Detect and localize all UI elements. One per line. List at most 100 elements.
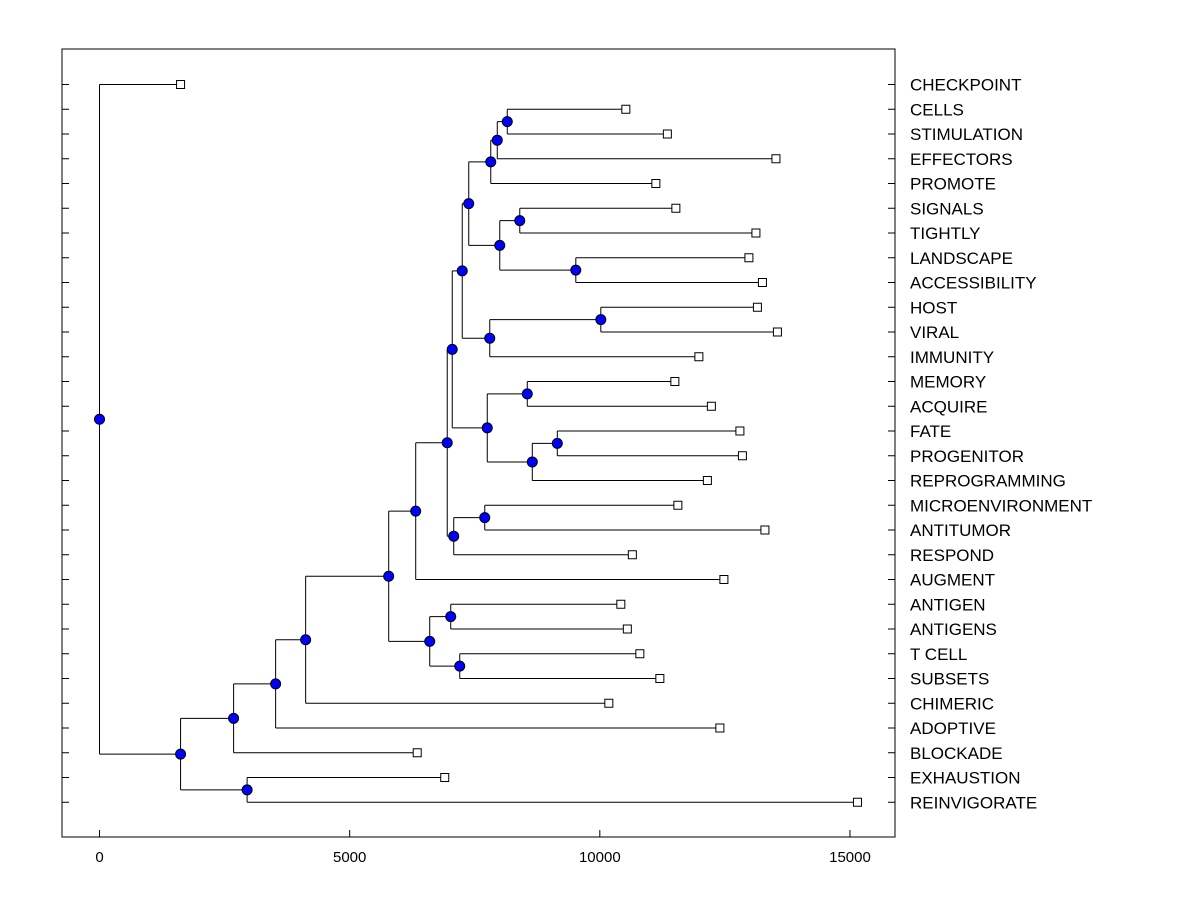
leaf-label: EXHAUSTION [910,769,1021,788]
leaf-marker [616,599,626,609]
internal-node [494,239,506,251]
leaf-marker [673,500,683,510]
leaf-label: AUGMENT [910,571,995,590]
leaf-label: MICROENVIRONMENT [910,496,1092,515]
internal-node [501,116,513,128]
leaf-marker [702,476,712,485]
leaf-marker [757,278,767,287]
internal-node [445,611,457,623]
leaf-labels: CHECKPOINT CELLS STIMULATION EFFECTORS PROMO… [910,76,1092,813]
leaf-marker [706,401,716,411]
internal-node [551,437,563,449]
leaf-marker [671,203,681,213]
internal-node [479,512,491,524]
leaf-marker [176,80,186,89]
leaf-marker [621,104,631,114]
leaf-marker [412,748,422,758]
leaf-label: VIRAL [910,323,959,342]
internal-node [241,784,253,796]
internal-node [410,505,422,517]
leaf-label: CELLS [910,100,964,119]
leaf-marker [662,129,672,139]
internal-node [94,413,106,425]
leaf-marker [751,228,761,238]
leaf-label: RESPOND [910,546,994,565]
leaf-label: BLOCKADE [910,744,1003,763]
leaf-label: IMMUNITY [910,348,994,367]
leaf-label: ANTITUMOR [910,521,1011,540]
internal-node [228,712,240,724]
leaf-marker [655,674,665,683]
leaf-label: REINVIGORATE [910,793,1037,812]
leaf-label: T CELL [910,645,967,664]
internal-node [514,215,526,227]
internal-node [491,134,503,146]
leaf-label: STIMULATION [910,125,1023,144]
leaf-marker [715,723,725,733]
internal-node [446,343,458,355]
leaf-marker [772,327,782,337]
leaf-label: ACCESSIBILITY [910,274,1037,293]
x-axis-ticks: 0 5000 10000 15000 [95,830,871,866]
leaf-label: ADOPTIVE [910,719,996,738]
leaf-label: SUBSETS [910,670,989,689]
internal-node [441,437,453,449]
leaf-markers [176,80,862,807]
internal-node [456,265,468,277]
leaf-marker [694,352,704,362]
leaf-label: ANTIGEN [910,595,986,614]
leaf-label: TIGHTLY [910,224,981,243]
leaf-marker [622,624,632,634]
leaf-marker [440,773,450,782]
internal-node [463,198,475,210]
leaf-label: REPROGRAMMING [910,472,1066,491]
internal-node [454,660,466,672]
internal-node [570,264,582,276]
internal-node [424,635,436,647]
leaf-marker [737,451,747,461]
internal-node [300,634,312,646]
leaf-marker [604,698,614,708]
leaf-marker [735,426,745,436]
internal-node [595,314,607,326]
leaf-label: MEMORY [910,373,986,392]
leaf-label: EFFECTORS [910,150,1013,169]
internal-node [383,570,395,582]
leaf-marker [744,253,754,263]
internal-node [270,678,282,690]
internal-node [448,530,460,542]
right-tick-marks [888,84,895,803]
x-tick-label: 0 [95,849,103,866]
internal-node [485,156,497,168]
leaf-marker [635,649,645,659]
internal-node [526,456,538,468]
leaf-marker [771,154,781,164]
leaf-label: CHECKPOINT [910,76,1021,95]
leaf-marker [852,797,862,807]
internal-node [481,422,493,434]
leaf-label: ANTIGENS [910,620,997,639]
leaf-label: PROMOTE [910,175,996,194]
plot-frame [61,48,896,838]
internal-node [521,388,533,400]
leaf-marker [760,525,770,535]
internal-node [175,748,187,760]
leaf-marker [752,302,762,312]
leaf-marker [651,179,661,188]
leaf-marker [670,377,680,386]
branch-lines [99,84,858,803]
leaf-label: CHIMERIC [910,694,994,713]
internal-node [484,332,496,344]
x-tick-label: 5000 [333,849,366,866]
leaf-label: PROGENITOR [910,447,1024,466]
x-tick-label: 10000 [579,849,621,866]
x-tick-label: 15000 [829,849,871,866]
left-tick-marks [62,84,69,803]
internal-node-markers [94,116,607,796]
leaf-marker [627,550,637,560]
leaf-label: LANDSCAPE [910,249,1013,268]
leaf-label: HOST [910,298,957,317]
leaf-label: SIGNALS [910,199,984,218]
leaf-label: FATE [910,422,951,441]
